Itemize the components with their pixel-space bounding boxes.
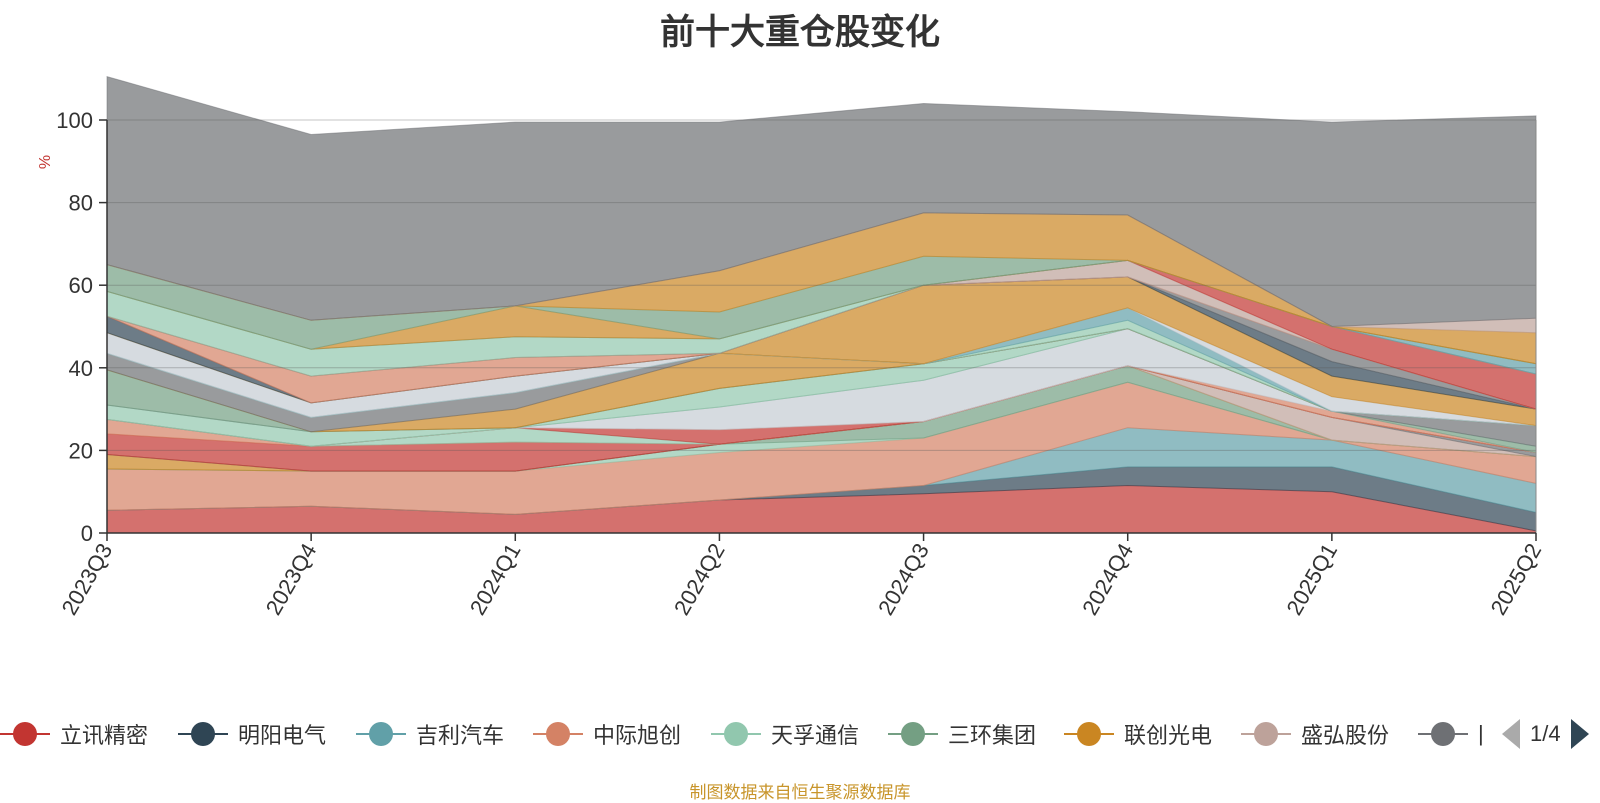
area-series-group — [106, 75, 1537, 534]
legend-marker-icon — [178, 719, 228, 749]
x-tick-label: 2023Q3 — [57, 539, 118, 619]
legend-label: 天孚通信 — [771, 723, 860, 748]
legend-label: 吉利汽车 — [416, 723, 505, 748]
legend-item[interactable]: | — [1418, 716, 1482, 752]
legend-item[interactable]: 盛弘股份 — [1241, 716, 1389, 752]
legend-item[interactable]: 联创光电 — [1064, 716, 1212, 752]
legend-marker-icon — [533, 719, 583, 749]
legend-marker-icon — [1064, 719, 1114, 749]
x-tick-label: 2024Q2 — [669, 539, 730, 619]
legend-item[interactable]: 吉利汽车 — [356, 716, 504, 752]
legend-item[interactable]: 三环集团 — [888, 716, 1036, 752]
y-axis-label: % — [37, 155, 54, 169]
y-tick-label: 100 — [56, 108, 93, 133]
x-tick-label: 2025Q1 — [1281, 539, 1342, 619]
legend-item[interactable]: 明阳电气 — [178, 716, 326, 752]
legend: 立讯精密 明阳电气 吉利汽车 中际旭创 天孚通信 三环集团 联创光电 盛弘股份 | — [0, 716, 1482, 752]
legend-marker-icon — [711, 719, 761, 749]
legend-label: 明阳电气 — [238, 723, 327, 748]
legend-item[interactable]: 天孚通信 — [711, 716, 859, 752]
legend-marker-icon — [1241, 719, 1291, 749]
chart-title: 前十大重仓股变化 — [659, 13, 940, 52]
x-tick-label: 2025Q2 — [1486, 539, 1547, 619]
legend-prev-icon[interactable] — [1502, 719, 1520, 749]
x-tick-label: 2024Q3 — [873, 539, 934, 619]
legend-label: | — [1478, 721, 1482, 746]
legend-page-indicator: 1/4 — [1530, 721, 1561, 746]
legend-label: 盛弘股份 — [1301, 723, 1390, 748]
legend-next-icon[interactable] — [1570, 719, 1589, 749]
y-tick-label: 0 — [81, 521, 93, 546]
y-tick-label: 80 — [69, 191, 93, 216]
legend-label: 联创光电 — [1124, 723, 1213, 748]
legend-item[interactable]: 中际旭创 — [533, 716, 681, 752]
legend-pager: 1/4 — [1502, 716, 1589, 752]
stacked-area-chart: 0 20 40 60 80 100 2023Q3 2023Q4 2024Q1 2024Q2 2024… — [37, 75, 1547, 619]
x-tick-label: 2024Q4 — [1077, 539, 1138, 619]
y-tick-label: 40 — [69, 356, 93, 381]
y-tick-label: 60 — [69, 273, 93, 298]
legend-marker-icon — [0, 719, 50, 749]
legend-item[interactable]: 立讯精密 — [0, 716, 148, 752]
x-tick-label: 2023Q4 — [261, 539, 322, 619]
y-tick-label: 20 — [69, 438, 93, 463]
legend-marker-icon — [356, 719, 406, 749]
data-source-note: 制图数据来自恒生聚源数据库 — [689, 783, 911, 802]
legend-marker-icon — [888, 719, 938, 749]
legend-label: 中际旭创 — [593, 723, 682, 748]
legend-label: 立讯精密 — [60, 723, 149, 748]
legend-label: 三环集团 — [948, 723, 1037, 748]
x-tick-label: 2024Q1 — [465, 539, 526, 619]
legend-marker-icon — [1418, 719, 1468, 749]
